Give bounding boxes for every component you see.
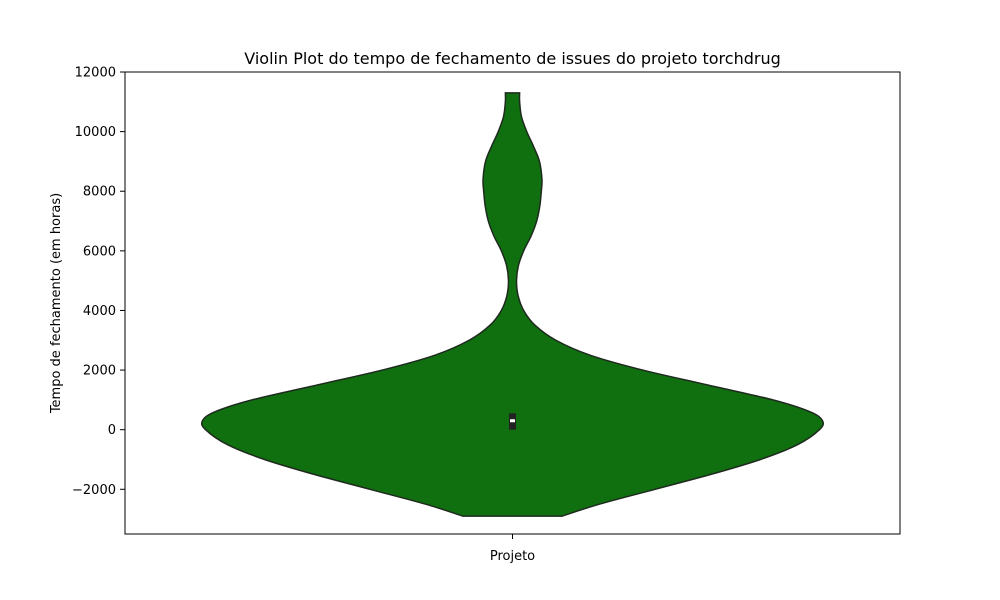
- y-tick-label: 4000: [83, 304, 116, 319]
- box-median: [510, 419, 515, 423]
- y-axis-title: Tempo de fechamento (em horas): [49, 193, 64, 414]
- y-axis: −2000 0 2000 4000 6000 8000 10000 12000: [72, 66, 125, 498]
- y-tick-label: 0: [108, 423, 116, 438]
- y-tick-label: 6000: [83, 244, 116, 259]
- y-tick-label: 12000: [75, 66, 116, 81]
- y-tick-label: 10000: [75, 125, 116, 140]
- x-tick-label: Projeto: [490, 549, 535, 564]
- chart-title: Violin Plot do tempo de fechamento de is…: [244, 49, 780, 68]
- violin-body: [200, 92, 825, 517]
- x-axis: Projeto: [490, 534, 535, 564]
- y-tick-label: 8000: [83, 185, 116, 200]
- y-tick-label: −2000: [72, 483, 116, 498]
- y-tick-label: 2000: [83, 364, 116, 379]
